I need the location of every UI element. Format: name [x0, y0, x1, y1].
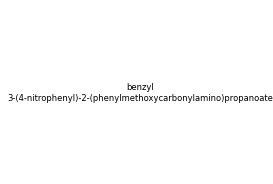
Text: benzyl 3-(4-nitrophenyl)-2-(phenylmethoxycarbonylamino)propanoate: benzyl 3-(4-nitrophenyl)-2-(phenylmethox…	[7, 83, 273, 103]
